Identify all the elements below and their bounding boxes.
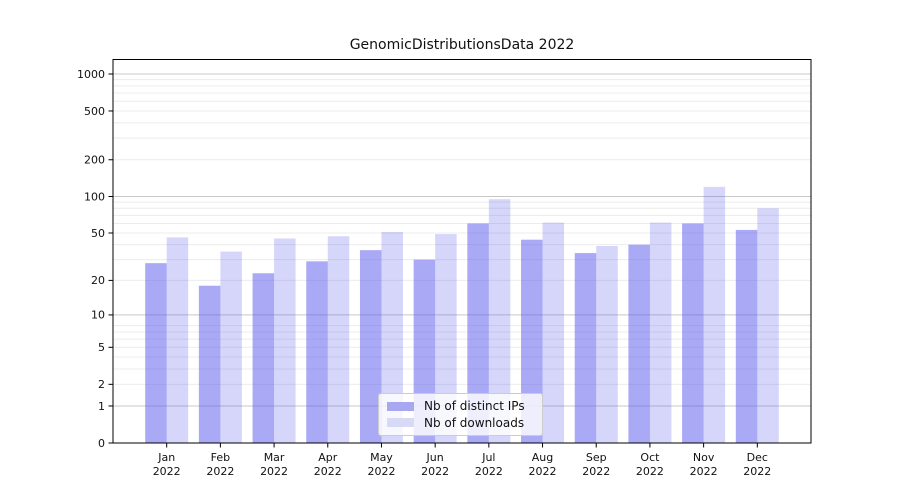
x-tick-label-year: 2022 xyxy=(636,465,664,478)
bar-distinct-ips-sep xyxy=(574,253,597,443)
x-tick-label-year: 2022 xyxy=(260,465,288,478)
bar-distinct-ips-dec xyxy=(735,229,758,443)
y-tick-label: 1000 xyxy=(77,68,105,81)
y-tick-label: 500 xyxy=(84,105,105,118)
legend-swatch-downloads-icon xyxy=(387,418,414,428)
y-tick-label: 0 xyxy=(98,437,105,450)
x-tick-label-year: 2022 xyxy=(153,465,181,478)
y-tick-label: 10 xyxy=(91,309,105,322)
y-tick-label: 20 xyxy=(91,274,105,287)
x-tick-label-year: 2022 xyxy=(421,465,449,478)
bar-downloads-may xyxy=(381,231,403,443)
x-tick-label-month: Jun xyxy=(426,451,444,464)
legend-label-distinct-ips: Nb of distinct IPs xyxy=(424,399,525,414)
legend-item-downloads: Nb of downloads xyxy=(387,417,542,429)
bar-downloads-sep xyxy=(596,245,618,443)
x-tick-label-month: Oct xyxy=(640,451,660,464)
bar-distinct-ips-jan xyxy=(145,263,167,443)
bar-distinct-ips-oct xyxy=(628,244,650,443)
bar-distinct-ips-nov xyxy=(682,223,704,443)
x-tick-label-year: 2022 xyxy=(743,465,771,478)
x-tick-label-year: 2022 xyxy=(314,465,342,478)
bar-distinct-ips-jul xyxy=(467,223,489,443)
x-tick-label-month: Apr xyxy=(318,451,338,464)
y-tick-label: 2 xyxy=(98,378,105,391)
x-tick-label-year: 2022 xyxy=(582,465,610,478)
chart-title: GenomicDistributionsData 2022 xyxy=(349,37,575,53)
x-tick-label-month: Sep xyxy=(586,451,607,464)
bar-downloads-aug xyxy=(542,222,565,443)
bar-distinct-ips-apr xyxy=(306,261,328,443)
x-tick-label-month: Feb xyxy=(211,451,230,464)
y-tick-label: 1 xyxy=(98,400,105,413)
x-tick-label-month: Jul xyxy=(481,451,495,464)
bar-downloads-dec xyxy=(757,208,779,443)
x-tick-label-month: Mar xyxy=(264,451,285,464)
bar-distinct-ips-may xyxy=(359,250,382,443)
bar-distinct-ips-feb xyxy=(198,285,221,443)
bar-downloads-jun xyxy=(435,234,457,443)
y-tick-label: 5 xyxy=(98,341,105,354)
bar-downloads-nov xyxy=(703,186,726,443)
axes-box xyxy=(112,59,812,444)
x-tick-label-year: 2022 xyxy=(475,465,503,478)
legend: Nb of distinct IPs Nb of downloads xyxy=(378,393,543,436)
y-tick-label: 200 xyxy=(84,154,105,167)
bar-downloads-mar xyxy=(274,238,296,443)
x-tick-label-year: 2022 xyxy=(529,465,557,478)
x-tick-label-year: 2022 xyxy=(367,465,395,478)
x-tick-label-month: Aug xyxy=(532,451,553,464)
x-tick-label-month: Jan xyxy=(157,451,175,464)
legend-swatch-distinct-ips-icon xyxy=(387,401,414,411)
x-tick-label-month: May xyxy=(370,451,393,464)
x-tick-label-year: 2022 xyxy=(206,465,234,478)
bar-downloads-feb xyxy=(220,251,242,443)
x-tick-label-month: Dec xyxy=(747,451,768,464)
x-tick-label-year: 2022 xyxy=(690,465,718,478)
bar-downloads-jul xyxy=(488,199,511,443)
bar-downloads-oct xyxy=(649,222,672,443)
y-tick-label: 50 xyxy=(91,227,105,240)
x-tick-label-month: Nov xyxy=(693,451,715,464)
bar-distinct-ips-aug xyxy=(521,239,543,443)
bar-distinct-ips-mar xyxy=(252,273,275,443)
legend-item-distinct-ips: Nb of distinct IPs xyxy=(387,400,542,412)
legend-label-downloads: Nb of downloads xyxy=(424,415,525,430)
bar-downloads-apr xyxy=(327,236,350,443)
y-tick-label: 100 xyxy=(84,190,105,203)
bar-downloads-jan xyxy=(166,237,189,443)
